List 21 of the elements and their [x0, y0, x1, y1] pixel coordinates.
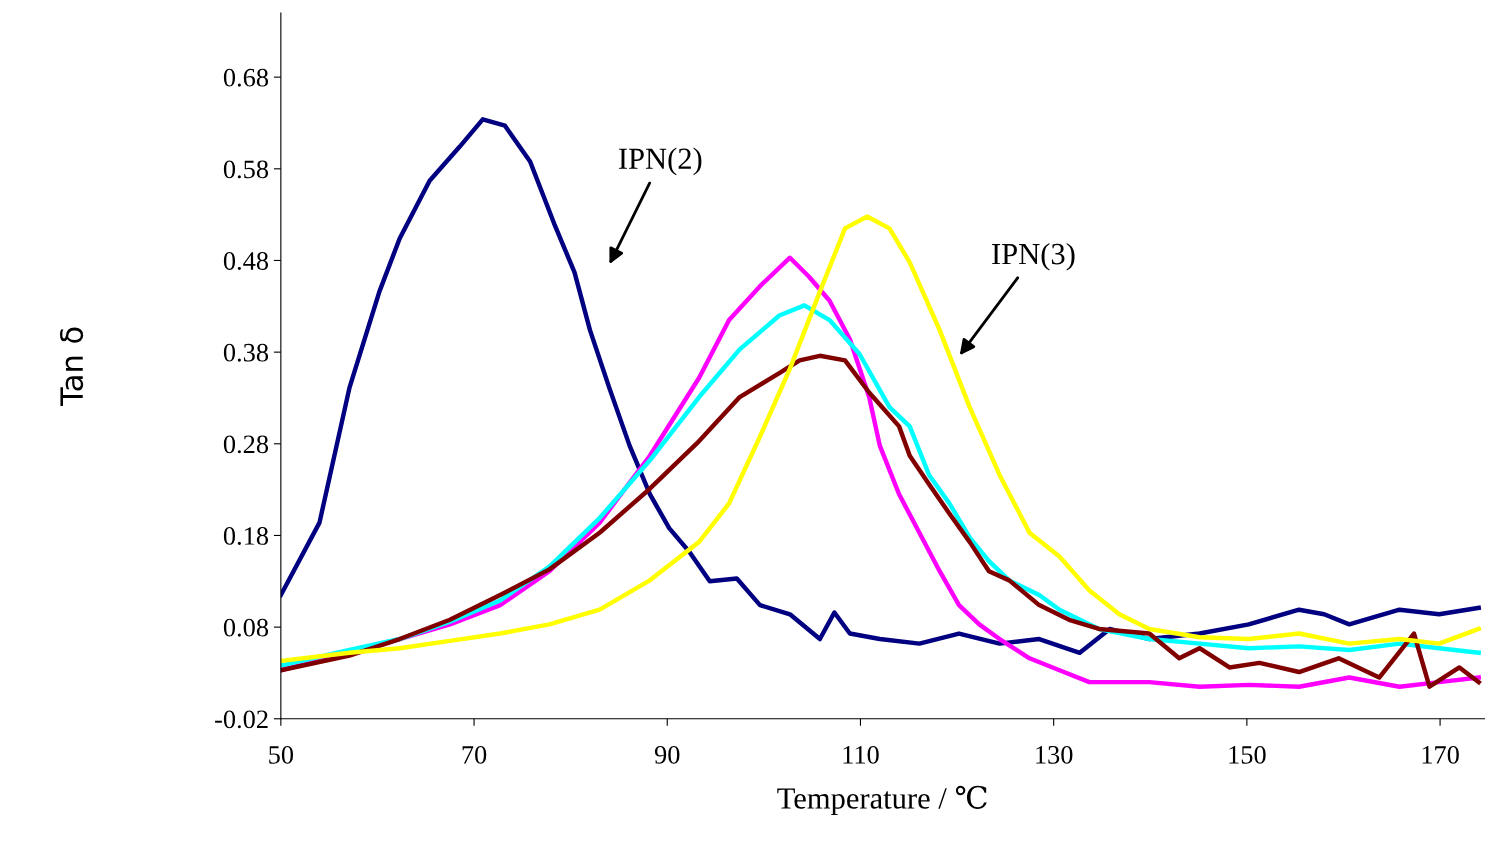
y-tick-label: 0.38: [223, 343, 269, 362]
y-tick-label: 0.48: [223, 252, 269, 271]
x-tick-label: 170: [1422, 745, 1459, 764]
y-tick-label: 0.68: [223, 68, 269, 87]
y-tick-label: 0.58: [223, 160, 269, 179]
y-tick-label: 0.18: [223, 527, 269, 545]
x-tick-label: 70: [462, 745, 487, 764]
x-axis-title: Temperature / ℃: [777, 785, 987, 815]
x-tick-label: 150: [1229, 745, 1266, 764]
annotation: IPN(2): [618, 147, 702, 176]
line-series: [280, 117, 1481, 655]
line-series: [280, 353, 1481, 689]
x-tick-label: 90: [654, 745, 680, 764]
x-tick-label: 130: [1036, 745, 1073, 764]
y-axis-title: Tan δ: [60, 327, 84, 407]
y-tick-label: 0.28: [223, 435, 269, 454]
y-tick-label: -0.02: [215, 710, 268, 729]
x-tick-label: 110: [843, 745, 879, 764]
x-tick-label: 50: [269, 745, 294, 764]
annotation: IPN(3): [992, 242, 1075, 271]
y-tick-label: 0.08: [223, 618, 269, 637]
